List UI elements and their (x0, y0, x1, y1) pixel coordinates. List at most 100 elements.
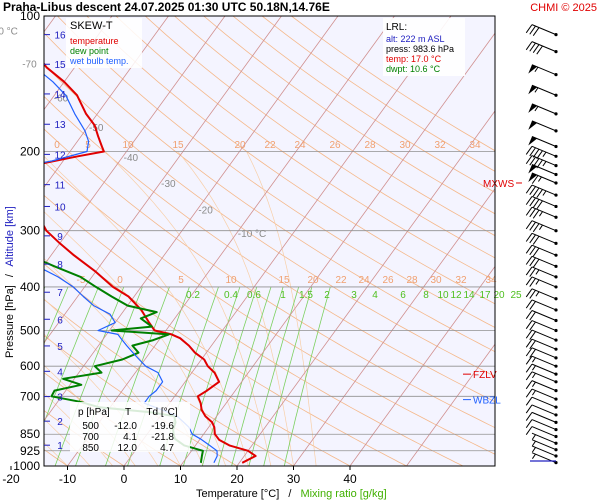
isotherm (406, 343, 495, 466)
wind-barb (525, 266, 558, 279)
altitude-tick-label: 12 (54, 150, 66, 161)
potential-temp-label: 34 (485, 275, 497, 286)
altitude-tick-label: 2 (57, 417, 63, 428)
mixing-ratio-label: 1.5 (299, 290, 313, 301)
isotherm-label: -30 (161, 179, 176, 190)
wind-barb (525, 276, 558, 289)
wind-barb (525, 220, 558, 233)
dry-adiabat (144, 16, 495, 259)
wind-barb (525, 255, 558, 268)
potential-temp-label: 28 (406, 275, 418, 286)
potential-temp-label: 28 (364, 140, 376, 151)
dry-adiabat (44, 128, 495, 429)
pressure-tick-label: 700 (20, 389, 40, 403)
wind-barb (528, 103, 558, 116)
x-axis-label-separator: / (288, 488, 292, 500)
mixing-ratio-label: 12 (450, 290, 462, 301)
level-label-mxws: MXWS (483, 179, 514, 190)
legend-background (66, 18, 142, 68)
wind-barb (525, 299, 558, 312)
temperature-tick-label: -20 (2, 472, 20, 486)
y-axis-label-pressure: Pressure [hPa] (4, 285, 16, 358)
dry-adiabat (44, 63, 495, 377)
potential-temp-label: 20 (307, 275, 319, 286)
wind-barb (525, 419, 558, 432)
potential-temp-label: 5 (178, 275, 184, 286)
table-cell-temperature: 4.1 (123, 432, 137, 443)
table-cell-dewpoint: -21.8 (151, 432, 174, 443)
potential-temp-label: 0 (117, 275, 123, 286)
pressure-tick-label: 925 (20, 444, 40, 458)
dry-adiabat (44, 32, 495, 353)
grid-lines (44, 16, 495, 466)
isotherm-label: -40 (124, 153, 139, 164)
x-axis-label-temperature: Temperature [°C] (196, 488, 279, 500)
isotherm (67, 16, 395, 466)
altitude-tick-label: 1 (57, 441, 63, 452)
mixing-ratio-label: 2 (324, 290, 330, 301)
potential-temp-label: 10 (225, 275, 237, 286)
level-table: p [hPa] T Td [°C] 500 -12.0 -19.6 700 4.… (70, 402, 190, 454)
wind-barb (525, 206, 558, 219)
table-cell-pressure: 700 (82, 432, 99, 443)
potential-temp-label: 20 (234, 140, 246, 151)
wind-barb (528, 136, 558, 149)
moist-adiabat (44, 418, 91, 466)
table-header-dewpoint: Td [°C] (146, 407, 177, 418)
wind-barb (525, 288, 558, 301)
pressure-tick-label: 850 (20, 427, 40, 441)
lrl-temperature: temp: 17.0 °C (386, 54, 442, 64)
potential-temp-label: 15 (172, 140, 184, 151)
dry-adiabat (57, 16, 495, 328)
x-axis-label: Temperature [°C] / Mixing ratio [g/kg] (196, 488, 387, 500)
dry-adiabat (115, 16, 495, 282)
isotherm-label: -80 °C (0, 27, 18, 38)
pressure-tick-label: 600 (20, 359, 40, 373)
y-axis-label-altitude: Altitude [km] (4, 206, 16, 267)
mixing-ratio-label: 10 (437, 290, 449, 301)
potential-temp-label: 10 (122, 140, 134, 151)
isotherm (123, 16, 452, 466)
table-header-temperature: T (125, 407, 131, 418)
legend-item-dew-point: dew point (70, 46, 109, 56)
mixing-ratio-label: 3 (351, 290, 357, 301)
potential-temp-label: 34 (469, 140, 481, 151)
wind-barb (525, 426, 558, 439)
wind-barb (528, 84, 558, 97)
y-axis-label: Pressure [hPa] / Altitude [km] (4, 206, 16, 358)
isotherm (44, 16, 226, 266)
isotherm (44, 16, 113, 111)
temperature-tick-label: 30 (287, 472, 301, 486)
wind-barb (525, 371, 558, 384)
potential-temp-label: 0 (54, 140, 60, 151)
wind-barb (531, 432, 558, 445)
mixing-ratio-label: 25 (510, 290, 522, 301)
altitude-tick-label: 6 (57, 315, 63, 326)
wind-barb (531, 445, 558, 458)
potential-temp-label: 24 (358, 275, 370, 286)
isotherm-label: -20 (198, 206, 213, 217)
pressure-tick-label: 1000 (13, 459, 40, 473)
wind-barb (528, 120, 558, 133)
legend-title: SKEW-T (70, 20, 113, 32)
altitude-tick-label: 10 (54, 202, 66, 213)
lrl-dewpoint: dwpt: 10.6 °C (386, 64, 441, 74)
altitude-tick-label: 16 (54, 31, 66, 42)
plot-frame (43, 15, 496, 467)
altitude-tick-label: 13 (54, 120, 66, 131)
table-cell-pressure: 850 (82, 443, 99, 454)
altitude-tick-label: 15 (54, 60, 66, 71)
temperature-tick-label: 20 (230, 472, 244, 486)
isotherm-label: -70 (22, 59, 37, 70)
altitude-axis: 16 15 14 13 12 11 10 9 8 7 6 5 4 3 2 1 (44, 31, 66, 452)
lrl-background (383, 18, 465, 76)
potential-temp-label: 32 (455, 275, 467, 286)
wind-barbs (525, 24, 558, 465)
potential-temp-label: 22 (264, 140, 276, 151)
wind-barb (525, 41, 558, 55)
isotherm (44, 16, 169, 188)
wind-barb (528, 164, 558, 177)
isotherm (44, 16, 339, 422)
wind-barb (525, 347, 558, 360)
